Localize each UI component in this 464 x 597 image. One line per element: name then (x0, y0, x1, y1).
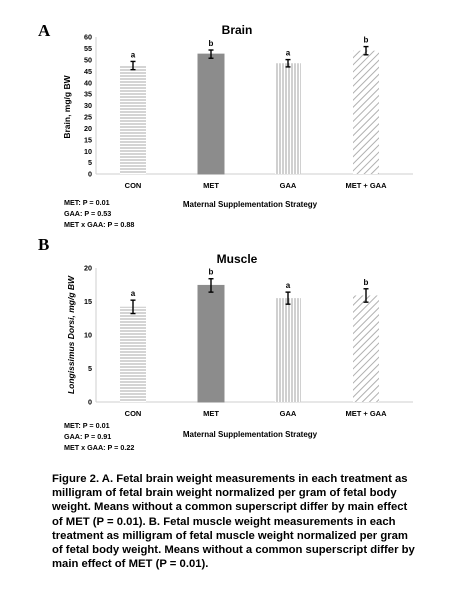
bar-met-gaa (353, 295, 379, 402)
bar-con (120, 65, 146, 174)
bar-con (120, 306, 146, 402)
stat-line: MET: P = 0.01 (64, 198, 110, 207)
stat-line: GAA: P = 0.91 (64, 432, 111, 441)
y-tick-label: 25 (84, 113, 92, 122)
x-tick-label: CON (125, 181, 142, 190)
y-axis-label: Longissimus Dorsi, mg/g BW (66, 275, 76, 394)
x-tick-label: MET + GAA (345, 409, 387, 418)
x-axis-label: Maternal Supplementation Strategy (183, 200, 318, 209)
y-tick-label: 15 (84, 135, 92, 144)
caption-line: Figure 2. A. Fetal brain weight measurem… (52, 473, 408, 485)
stat-line: MET x GAA: P = 0.88 (64, 220, 134, 229)
stat-line: MET: P = 0.01 (64, 421, 110, 430)
x-axis-label: Maternal Supplementation Strategy (183, 430, 318, 439)
bars: a b a b (120, 268, 379, 403)
superscript-label: b (364, 36, 369, 45)
x-tick-label: MET (203, 181, 219, 190)
chart-title: Muscle (217, 252, 258, 266)
caption-line: of MET (P = 0.01). B. Fetal muscle weigh… (52, 515, 396, 528)
caption-line: milligram of fetal brain weight normaliz… (52, 487, 397, 500)
superscript-label: b (209, 39, 214, 48)
y-axis-label: Brain, mg/g BW (62, 74, 72, 138)
y-tick-label: 10 (84, 147, 92, 156)
x-tick-labels: CON MET GAA MET + GAA (125, 409, 387, 418)
superscript-label: a (286, 49, 291, 58)
panel-a-letter: A (38, 21, 51, 40)
superscript-label: b (364, 278, 369, 287)
stat-line: GAA: P = 0.53 (64, 209, 111, 218)
bar-met (197, 53, 225, 175)
caption-line: weight. Means without a common superscri… (52, 501, 408, 514)
panel-a-brain-chart: A Brain Brain, mg/g BW 0 5 10 15 20 25 30 35 40 4… (38, 21, 413, 229)
stat-line: MET x GAA: P = 0.22 (64, 443, 134, 452)
y-tick-label: 10 (84, 331, 92, 340)
bar-gaa (275, 63, 301, 175)
caption-line: main effect of MET (P = 0.01). (52, 558, 209, 571)
y-tick-label: 5 (88, 364, 92, 373)
panel-b-muscle-chart: B Muscle Longissimus Dorsi, mg/g BW 0 5 10… (38, 235, 413, 452)
chart-title: Brain (222, 23, 253, 37)
superscript-label: b (209, 268, 214, 277)
superscript-label: a (131, 50, 136, 59)
y-tick-label: 55 (84, 44, 92, 53)
x-tick-label: MET + GAA (345, 181, 387, 190)
superscript-label: a (286, 281, 291, 290)
superscript-label: a (131, 289, 136, 298)
y-tick-label: 15 (84, 297, 92, 306)
y-tick-label: 5 (88, 158, 92, 167)
caption-line: of fetal body weight. Means without a co… (52, 544, 415, 557)
bars: a b a b (120, 36, 379, 175)
y-tick-label: 60 (84, 33, 92, 42)
x-tick-label: CON (125, 409, 142, 418)
statistics-block: MET: P = 0.01 GAA: P = 0.91 MET x GAA: P =… (64, 421, 134, 452)
y-tick-label: 20 (84, 264, 92, 273)
x-tick-label: GAA (280, 409, 297, 418)
y-tick-label: 0 (88, 398, 92, 407)
figure-caption: Figure 2. A. Fetal brain weight measurem… (52, 472, 444, 571)
x-tick-label: GAA (280, 181, 297, 190)
caption-line: treatment as milligram of fetal muscle w… (52, 529, 408, 542)
y-tick-label: 45 (84, 67, 92, 76)
bar-met-gaa (353, 50, 379, 175)
panel-b-letter: B (38, 235, 49, 254)
y-tick-label: 50 (84, 55, 92, 64)
y-tick-label: 20 (84, 124, 92, 133)
y-tick-label: 0 (88, 170, 92, 179)
y-tick-label: 30 (84, 101, 92, 110)
y-tick-label: 40 (84, 78, 92, 87)
statistics-block: MET: P = 0.01 GAA: P = 0.53 MET x GAA: P =… (64, 198, 134, 229)
x-tick-label: MET (203, 409, 219, 418)
bar-gaa (275, 298, 301, 402)
y-tick-label: 35 (84, 90, 92, 99)
x-tick-labels: CON MET GAA MET + GAA (125, 181, 387, 190)
bar-met (197, 284, 225, 403)
